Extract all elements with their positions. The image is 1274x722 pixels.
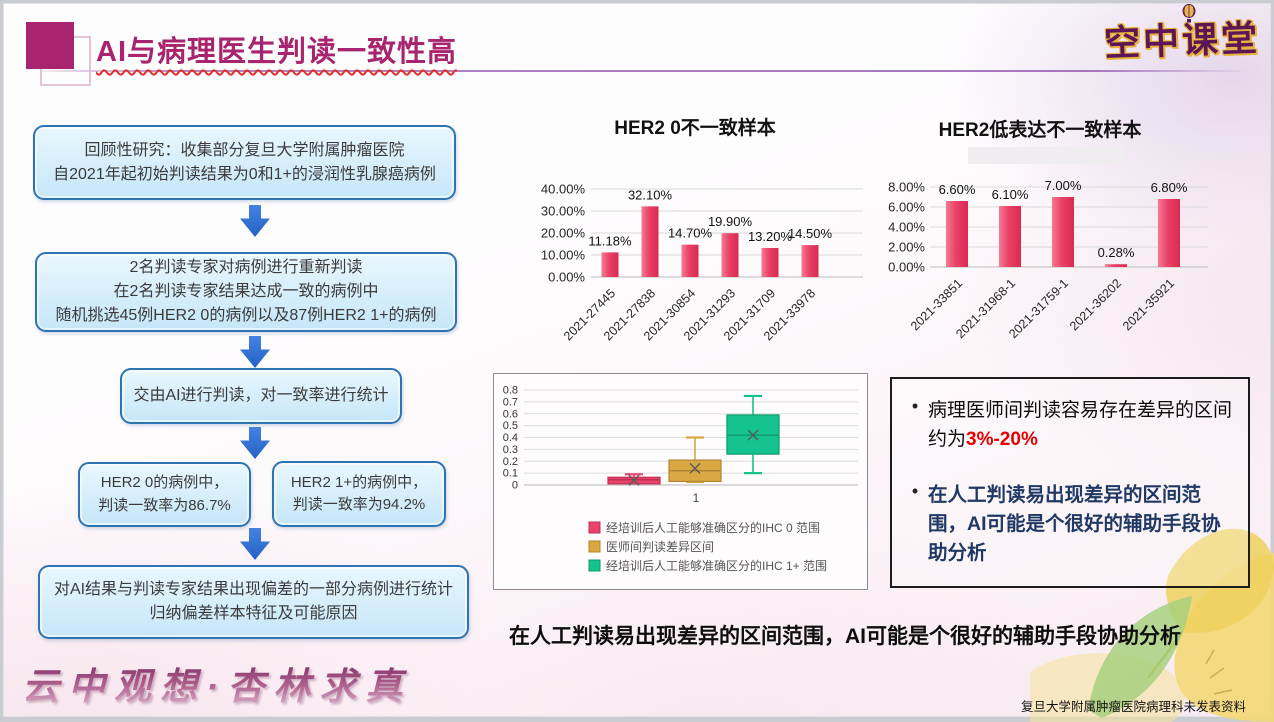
flow-result-her2-0: HER2 0的病例中， 判读一致率为86.7% (78, 462, 251, 527)
svg-text:2.00%: 2.00% (888, 240, 925, 255)
blank-redaction-box (968, 147, 1123, 164)
svg-text:0.7: 0.7 (503, 396, 518, 408)
svg-text:0.3: 0.3 (503, 444, 518, 456)
svg-text:0.1: 0.1 (503, 468, 518, 480)
svg-text:0.00%: 0.00% (888, 260, 925, 275)
insight-bullet-2: • 在人工判读易出现差异的区间范围，AI可能是个很好的辅助手段协助分析 (902, 481, 1234, 569)
insight-bullet-1-highlight: 3%-20% (966, 429, 1038, 451)
bullet-dot-icon: • (911, 480, 919, 501)
svg-text:19.90%: 19.90% (708, 214, 753, 229)
svg-text:8.00%: 8.00% (888, 180, 925, 195)
svg-text:7.00%: 7.00% (1045, 178, 1082, 193)
bar-chart-her2-low: 0.00% 2.00% 4.00% 6.00% 8.00% 6.60% 2021-33851… (888, 178, 1208, 341)
flow-step-5-line-2: 归纳偏差样本特征及可能原因 (149, 605, 358, 622)
flow-step-2: 2名判读专家对病例进行重新判读 在2名判读专家结果达成一致的病例中 随机挑选45… (35, 252, 457, 332)
svg-text:14.70%: 14.70% (668, 226, 713, 241)
flow-step-5-line-1: 对AI结果与判读专家结果出现偏差的一部分病例进行统计 (53, 581, 454, 598)
flow-result-her2-1plus-line-2: 判读一致率为94.2% (292, 496, 426, 513)
insight-bullet-2-text: 在人工判读易出现差异的区间范围，AI可能是个很好的辅助手段协助分析 (928, 483, 1221, 565)
svg-text:0.8: 0.8 (503, 385, 518, 397)
svg-text:14.50%: 14.50% (788, 226, 833, 241)
svg-text:4.00%: 4.00% (888, 220, 925, 235)
svg-text:2021-33851: 2021-33851 (908, 276, 965, 333)
flow-step-3-line-1: 交由AI进行判读，对一致率进行统计 (133, 387, 389, 404)
flow-step-1: 回顾性研究：收集部分复旦大学附属肿瘤医院 自2021年起初始判读结果为0和1+的… (33, 125, 456, 200)
svg-text:0.2: 0.2 (503, 456, 518, 468)
bar-chart-2-title: HER2低表达不一致样本 (938, 120, 1142, 141)
svg-text:1: 1 (693, 491, 700, 505)
flow-result-her2-1plus-line-1: HER2 1+的病例中， (290, 473, 428, 491)
svg-text:32.10%: 32.10% (628, 187, 673, 202)
svg-text:40.00%: 40.00% (541, 182, 586, 197)
svg-text:6.10%: 6.10% (992, 187, 1029, 202)
svg-text:20.00%: 20.00% (541, 226, 586, 241)
flow-step-3: 交由AI进行判读，对一致率进行统计 (120, 368, 402, 424)
svg-text:0.4: 0.4 (503, 432, 518, 444)
svg-text:2021-35921: 2021-35921 (1120, 276, 1177, 333)
svg-text:2021-36202: 2021-36202 (1067, 276, 1124, 333)
ginkgo-leaves-decoration (1030, 528, 1274, 722)
svg-text:0: 0 (512, 480, 518, 492)
bar-chart-her2-0: 0.00%10.00%20.00%30.00%40.00%11.18%2021-… (541, 182, 863, 343)
title-accent-square (26, 22, 74, 69)
flow-step-1-line-1: 回顾性研究：收集部分复旦大学附属肿瘤医院 (84, 141, 405, 159)
boxplot-chart: 00.10.20.30.40.50.60.70.8 1 经培训后人工能够准确区分的I… (503, 385, 858, 573)
flow-step-2-line-3: 随机挑选45例HER2 0的病例以及87例HER2 1+的病例 (55, 307, 437, 324)
flow-result-her2-0-line-2: 判读一致率为86.7% (98, 496, 231, 514)
svg-text:经培训后人工能够准确区分的IHC 0 范围: 经培训后人工能够准确区分的IHC 0 范围 (606, 520, 820, 535)
insight-bullet-1-prefix: 病理医师间判读容易存在差异的区间约为 (928, 400, 1233, 451)
svg-text:30.00%: 30.00% (541, 204, 586, 219)
flow-step-2-line-2: 在2名判读专家结果达成一致的病例中 (113, 283, 379, 300)
svg-text:11.18%: 11.18% (588, 233, 632, 248)
flow-step-2-line-1: 2名判读专家对病例进行重新判读 (129, 259, 363, 276)
boxplot-panel: 0 0.1 0.2 0.3 0.4 0.5 0.6 0.7 0.8 1 经培训后人工能够准确区分的I… (493, 373, 868, 590)
svg-text:6.60%: 6.60% (939, 182, 976, 197)
flow-step-5: 对AI结果与判读专家结果出现偏差的一部分病例进行统计 归纳偏差样本特征及可能原因 (38, 565, 469, 639)
header-divider-line (40, 70, 1240, 72)
watermark-text: 云中观想·杏林求真 (22, 656, 411, 710)
bullet-dot-icon: • (911, 396, 919, 416)
svg-text:经培训后人工能够准确区分的IHC 1+ 范围: 经培训后人工能够准确区分的IHC 1+ 范围 (606, 558, 827, 573)
svg-text:医师间判读差异区间: 医师间判读差异区间 (606, 540, 714, 554)
flow-result-her2-0-line-1: HER2 0的病例中， (100, 474, 229, 491)
svg-text:0.28%: 0.28% (1098, 245, 1135, 260)
hot-air-balloon-icon (1182, 4, 1196, 23)
svg-text:13.20%: 13.20% (748, 229, 793, 244)
insight-bullet-1-text: 病理医师间判读容易存在差异的区间约为3%-20% (928, 396, 1234, 455)
bottom-statement: 在人工判读易出现差异的区间范围，AI可能是个很好的辅助手段协助分析 (509, 625, 1181, 648)
flow-result-her2-1plus: HER2 1+的病例中， 判读一致率为94.2% (272, 461, 446, 527)
svg-text:6.00%: 6.00% (888, 200, 925, 215)
insight-bullet-1: • 病理医师间判读容易存在差异的区间约为3%-20% (902, 396, 1234, 455)
svg-text:0.00%: 0.00% (548, 270, 585, 285)
svg-text:6.80%: 6.80% (1151, 180, 1188, 195)
svg-text:0.5: 0.5 (503, 420, 518, 432)
flow-step-1-line-2: 自2021年起初始判读结果为0和1+的浸润性乳腺癌病例 (53, 165, 436, 183)
bar-chart-1-title: HER2 0不一致样本 (614, 118, 776, 139)
svg-text:10.00%: 10.00% (541, 248, 586, 263)
insight-box: • 病理医师间判读容易存在差异的区间约为3%-20% • 在人工判读易出现差异的… (890, 377, 1250, 588)
page-title: AI与病理医生判读一致性高 (96, 36, 458, 68)
svg-text:0.6: 0.6 (503, 408, 518, 420)
footer-note: 复旦大学附属肿瘤医院病理科未发表资料 (1020, 700, 1246, 714)
